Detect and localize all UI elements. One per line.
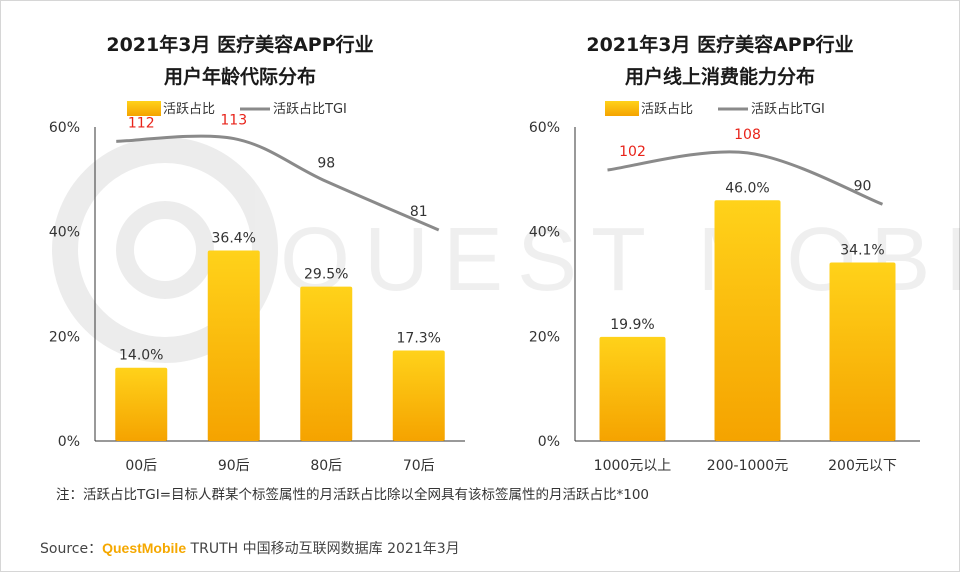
bar-value-label: 29.5% [304,267,348,283]
legend-line-label: 活跃占比TGI [751,102,825,117]
footnote: 注：活跃占比TGI=目标人群某个标签属性的月活跃占比除以全网具有该标签属性的月活… [56,487,650,503]
tgi-line [116,134,440,232]
y-tick-label: 20% [49,329,80,345]
y-tick-label: 40% [529,225,560,241]
x-tick-label: 80后 [310,458,342,474]
bar-1 [599,336,666,441]
x-tick-label: 1000元以上 [594,458,672,474]
bar-3 [300,286,353,441]
tgi-line [607,150,884,206]
bar-3 [829,262,896,441]
legend-line-label: 活跃占比TGI [273,102,347,117]
source-suffix: TRUTH 中国移动互联网数据库 2021年3月 [186,541,460,557]
source-prefix: Source： [40,541,103,557]
tgi-value-label: 112 [128,115,155,131]
tgi-value-label: 102 [619,144,646,160]
chart-title: 2021年3月 医疗美容APP行业 [586,33,853,56]
legend-bar-swatch [605,101,639,116]
tgi-value-label: 113 [220,113,247,129]
bar-value-label: 19.9% [610,317,654,333]
legend-bar-label: 活跃占比 [163,102,215,117]
y-tick-label: 0% [58,434,80,450]
tgi-value-label: 81 [410,204,428,220]
x-tick-label: 70后 [403,458,435,474]
bar-1 [115,367,168,441]
bar-value-label: 36.4% [212,231,256,247]
y-tick-label: 0% [538,434,560,450]
y-tick-label: 40% [49,225,80,241]
bar-value-label: 17.3% [397,330,441,346]
chart-subtitle: 用户年龄代际分布 [164,65,316,88]
legend-bar-swatch [127,101,161,116]
legend-bar-label: 活跃占比 [641,102,693,117]
tgi-value-label: 108 [734,127,761,143]
source-line: Source：QuestMobile TRUTH 中国移动互联网数据库 2021… [40,538,460,558]
chart-title: 2021年3月 医疗美容APP行业 [106,33,373,56]
x-tick-label: 200-1000元 [707,458,788,474]
bar-4 [392,350,445,441]
bar-value-label: 14.0% [119,348,163,364]
chart-subtitle: 用户线上消费能力分布 [625,65,815,88]
y-tick-label: 60% [529,120,560,136]
tgi-value-label: 98 [317,155,335,171]
y-tick-label: 20% [529,329,560,345]
bar-2 [207,250,260,441]
bar-value-label: 46.0% [725,180,769,196]
tgi-value-label: 90 [854,178,872,194]
x-tick-label: 200元以下 [828,458,897,474]
y-tick-label: 60% [49,120,80,136]
bar-2 [714,200,781,441]
x-tick-label: 90后 [218,458,250,474]
bar-value-label: 34.1% [840,243,884,259]
source-brand: QuestMobile [102,540,187,556]
x-tick-label: 00后 [125,458,157,474]
